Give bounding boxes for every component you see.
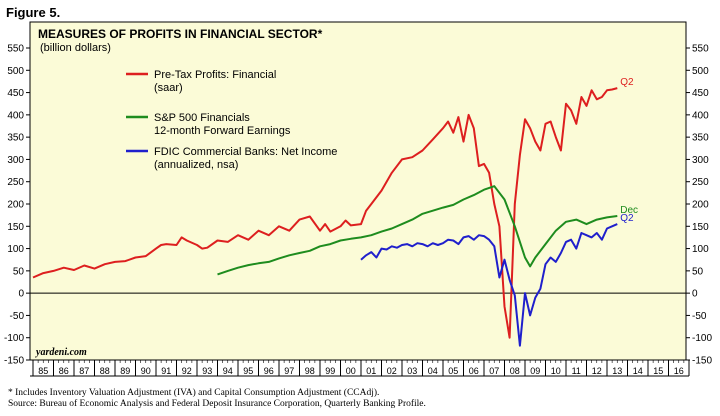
legend-label-2: FDIC Commercial Banks: Net Income (154, 146, 337, 158)
y-tick-label-right: -50 (692, 311, 707, 322)
x-tick-label: 14 (633, 366, 643, 376)
legend-label-1: S&P 500 Financials (154, 112, 250, 124)
y-tick-label-right: 100 (692, 244, 709, 255)
legend-sublabel-0: (saar) (154, 82, 183, 94)
x-tick-label: 85 (38, 366, 48, 376)
chart-title: MEASURES OF PROFITS IN FINANCIAL SECTOR* (38, 27, 323, 41)
y-tick-label-right: 450 (692, 88, 709, 99)
x-tick-label: 87 (79, 366, 89, 376)
footnote-line-2: Source: Bureau of Economic Analysis and … (8, 399, 426, 409)
x-tick-label: 09 (530, 366, 540, 376)
end-label-0: Q2 (620, 77, 634, 88)
watermark: yardeni.com (35, 347, 87, 358)
x-tick-label: 06 (469, 366, 479, 376)
y-tick-label-left: 450 (7, 88, 24, 99)
y-tick-label-right: 0 (692, 289, 698, 300)
y-tick-label-left: 100 (7, 244, 24, 255)
series-lines (32, 87, 618, 347)
y-tick-label-left: 150 (7, 222, 24, 233)
x-tick-label: 11 (572, 366, 581, 376)
y-tick-label-right: 550 (692, 44, 709, 55)
x-tick-label: 05 (448, 366, 458, 376)
x-tick-label: 90 (141, 366, 151, 376)
x-tick-label: 95 (243, 366, 253, 376)
y-tick-label-right: 500 (692, 66, 709, 77)
y-tick-label-right: 400 (692, 110, 709, 121)
x-tick-label: 08 (510, 366, 520, 376)
footnote-line-1: * Includes Inventory Valuation Adjustmen… (8, 388, 380, 398)
series-line-0 (32, 87, 618, 339)
x-tick-label: 10 (551, 366, 561, 376)
x-tick-label: 07 (489, 366, 499, 376)
end-label-1: Dec (620, 205, 638, 216)
legend-sublabel-1: 12-month Forward Earnings (154, 125, 291, 137)
x-tick-label: 03 (407, 366, 417, 376)
x-tick-label: 93 (202, 366, 212, 376)
y-tick-label-left: 0 (18, 289, 24, 300)
y-tick-label-right: 200 (692, 200, 709, 211)
x-tick-label: 13 (612, 366, 622, 376)
x-tick-label: 89 (120, 366, 130, 376)
legend-sublabel-2: (annualized, nsa) (154, 159, 238, 171)
x-tick-label: 02 (387, 366, 397, 376)
y-tick-label-left: 300 (7, 155, 24, 166)
x-tick-label: 88 (100, 366, 110, 376)
y-tick-label-left: -150 (4, 356, 24, 367)
x-tick-label: 94 (223, 366, 233, 376)
footnote: * Includes Inventory Valuation Adjustmen… (8, 388, 426, 410)
y-tick-label-left: -100 (4, 333, 24, 344)
y-tick-label-right: 250 (692, 177, 709, 188)
x-tick-label: 16 (674, 366, 684, 376)
y-tick-label-right: 150 (692, 222, 709, 233)
y-tick-label-left: 350 (7, 133, 24, 144)
y-tick-label-right: 350 (692, 133, 709, 144)
series-line-1 (217, 185, 618, 276)
x-tick-label: 96 (264, 366, 274, 376)
legend: Pre-Tax Profits: Financial(saar) S&P 500 … (126, 69, 337, 171)
x-tick-label: 99 (325, 366, 335, 376)
y-tick-label-right: 50 (692, 266, 704, 277)
x-tick-label: 04 (428, 366, 438, 376)
x-tick-label: 91 (161, 366, 171, 376)
x-tick-label: 01 (366, 366, 376, 376)
x-tick-label: 86 (59, 366, 69, 376)
end-label-2: Q2 (620, 213, 634, 224)
x-tick-label: 12 (592, 366, 602, 376)
y-tick-label-right: -100 (692, 333, 712, 344)
y-tick-label-left: 550 (7, 44, 24, 55)
figure-label: Figure 5. (6, 5, 61, 20)
x-tick-label: 00 (346, 366, 356, 376)
y-tick-label-right: -150 (692, 356, 712, 367)
y-tick-label-left: 500 (7, 66, 24, 77)
series-line-2 (360, 223, 618, 347)
x-tick-label: 97 (284, 366, 294, 376)
plot-background (29, 21, 687, 361)
y-tick-label-left: 400 (7, 110, 24, 121)
x-tick-label: 98 (305, 366, 315, 376)
y-tick-label-left: 250 (7, 177, 24, 188)
chart-subtitle: (billion dollars) (40, 42, 111, 54)
legend-label-0: Pre-Tax Profits: Financial (154, 69, 276, 81)
x-tick-label: 92 (182, 366, 192, 376)
y-tick-label-left: -50 (10, 311, 25, 322)
x-tick-label: 15 (653, 366, 663, 376)
y-tick-label-left: 50 (13, 266, 25, 277)
y-tick-label-right: 300 (692, 155, 709, 166)
y-tick-label-left: 200 (7, 200, 24, 211)
